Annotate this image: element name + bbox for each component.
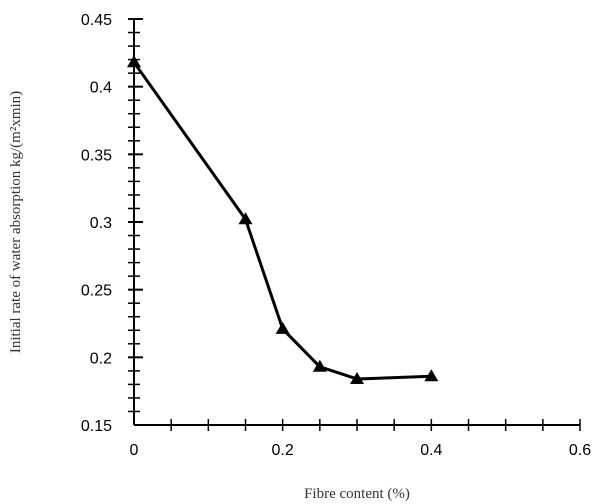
y-tick-label: 0.4 xyxy=(90,80,112,97)
y-tick-label: 0.35 xyxy=(81,147,112,164)
x-tick-label: 0 xyxy=(130,442,139,459)
data-point-marker xyxy=(275,321,290,334)
data-point-marker xyxy=(238,212,253,225)
data-point-marker xyxy=(127,55,141,68)
x-tick-labels: 0 0.2 0.4 0.6 xyxy=(130,442,592,459)
data-point-marker xyxy=(350,371,364,384)
x-tick-label: 0.4 xyxy=(420,442,442,459)
x-axis-title: Fibre content (%) xyxy=(304,486,410,502)
series-line xyxy=(132,61,432,381)
y-tick-label: 0.25 xyxy=(81,283,112,300)
y-tick-label: 0.2 xyxy=(90,350,112,367)
ticks-layer xyxy=(128,18,581,431)
x-tick-label: 0.6 xyxy=(569,442,591,459)
data-point-marker xyxy=(424,369,439,382)
y-tick-label: 0.45 xyxy=(81,12,112,29)
y-tick-labels: 0.15 0.2 0.25 0.3 0.35 0.4 0.45 xyxy=(81,12,112,435)
data-point-marker xyxy=(312,359,327,372)
y-tick-label: 0.3 xyxy=(90,215,112,232)
y-tick-label: 0.15 xyxy=(81,418,112,435)
y-axis-title: Initial rate of water absorption kg/(m²x… xyxy=(8,91,24,353)
series-layer xyxy=(127,55,439,384)
x-tick-label: 0.2 xyxy=(272,442,294,459)
